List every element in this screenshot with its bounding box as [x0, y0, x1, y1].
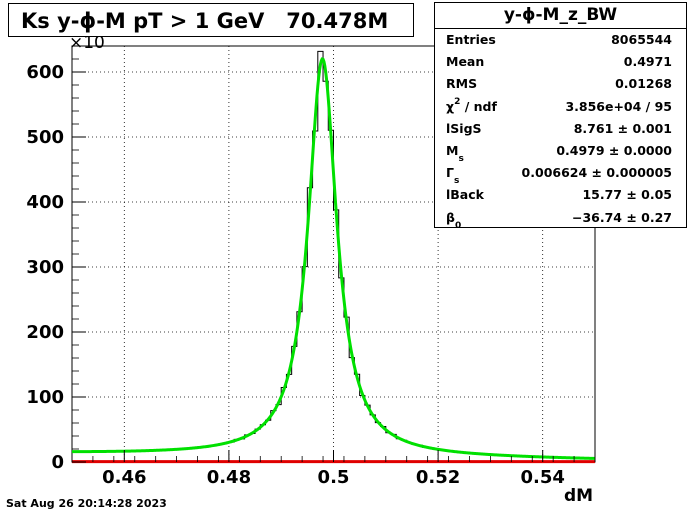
- axes: 0.46 0.48 0.5 0.52 0.54 0 100 200 300 400 500 600: [26, 58, 596, 488]
- stats-key: lSigS: [446, 120, 482, 136]
- stats-rows: Entries 8065544 Mean 0.4971 RMS 0.01268 χ2 / n…: [435, 29, 686, 231]
- stats-value: 3.856e+04 / 95: [565, 98, 672, 114]
- stats-value: −36.74 ± 0.27: [571, 209, 672, 225]
- grid-lines: [72, 46, 595, 462]
- stats-value: 0.4971: [623, 54, 672, 70]
- x-tick-label: 0.5: [318, 467, 350, 488]
- y-tick-label: 100: [26, 387, 64, 408]
- stats-value: 8.761 ± 0.001: [573, 120, 672, 136]
- y-tick-label: 300: [26, 257, 64, 278]
- y-tick-label: 400: [26, 192, 64, 213]
- chart-title: Ks y-ϕ-M pT > 1 GeV 70.478M: [8, 3, 414, 37]
- y-tick-label: 500: [26, 127, 64, 148]
- stats-key: χ2 / ndf: [446, 96, 497, 114]
- x-tick-label: 0.46: [102, 467, 146, 488]
- stats-value: 15.77 ± 0.05: [582, 187, 672, 203]
- x-tick-label: 0.52: [416, 467, 460, 488]
- stats-row: RMS 0.01268: [435, 73, 686, 95]
- stats-key: Mean: [446, 54, 485, 70]
- y-tick-label: 0: [51, 452, 64, 473]
- stats-value: 0.006624 ± 0.000005: [521, 165, 672, 181]
- stats-box: y-ϕ-M_z_BW Entries 8065544 Mean 0.4971 RMS 0.…: [434, 2, 687, 231]
- stats-value: 0.01268: [615, 76, 672, 92]
- stats-row: lBack 15.77 ± 0.05: [435, 184, 686, 206]
- y-multiplier-label: ×10: [69, 33, 105, 53]
- stats-value: 8065544: [611, 32, 672, 47]
- x-axis-label: dM: [564, 486, 593, 506]
- stats-key: lBack: [446, 187, 484, 203]
- stats-row: Γs 0.006624 ± 0.000005: [435, 162, 686, 187]
- stats-value: 0.4979 ± 0.0000: [556, 142, 672, 158]
- stats-key: Entries: [446, 32, 496, 47]
- stats-key: RMS: [446, 76, 478, 92]
- stats-row: Mean 0.4971: [435, 51, 686, 73]
- stats-title: y-ϕ-M_z_BW: [435, 3, 686, 29]
- x-tick-label: 0.48: [207, 467, 251, 488]
- x-tick-label: 0.54: [520, 467, 564, 488]
- fit-total-curve: [71, 57, 596, 460]
- stats-row: Ms 0.4979 ± 0.0000: [435, 140, 686, 164]
- y-tick-label: 200: [26, 322, 64, 343]
- stats-key: Γs: [446, 165, 460, 187]
- stats-row: lSigS 8.761 ± 0.001: [435, 118, 686, 140]
- footer-timestamp: Sat Aug 26 20:14:28 2023: [6, 497, 167, 510]
- stats-row: Entries 8065544: [435, 29, 686, 51]
- stats-row: χ2 / ndf 3.856e+04 / 95: [435, 96, 686, 118]
- stats-key: β0: [446, 209, 462, 231]
- stats-key: Ms: [446, 142, 464, 164]
- stats-row: β0 −36.74 ± 0.27: [435, 207, 686, 231]
- y-tick-label: 600: [26, 62, 64, 83]
